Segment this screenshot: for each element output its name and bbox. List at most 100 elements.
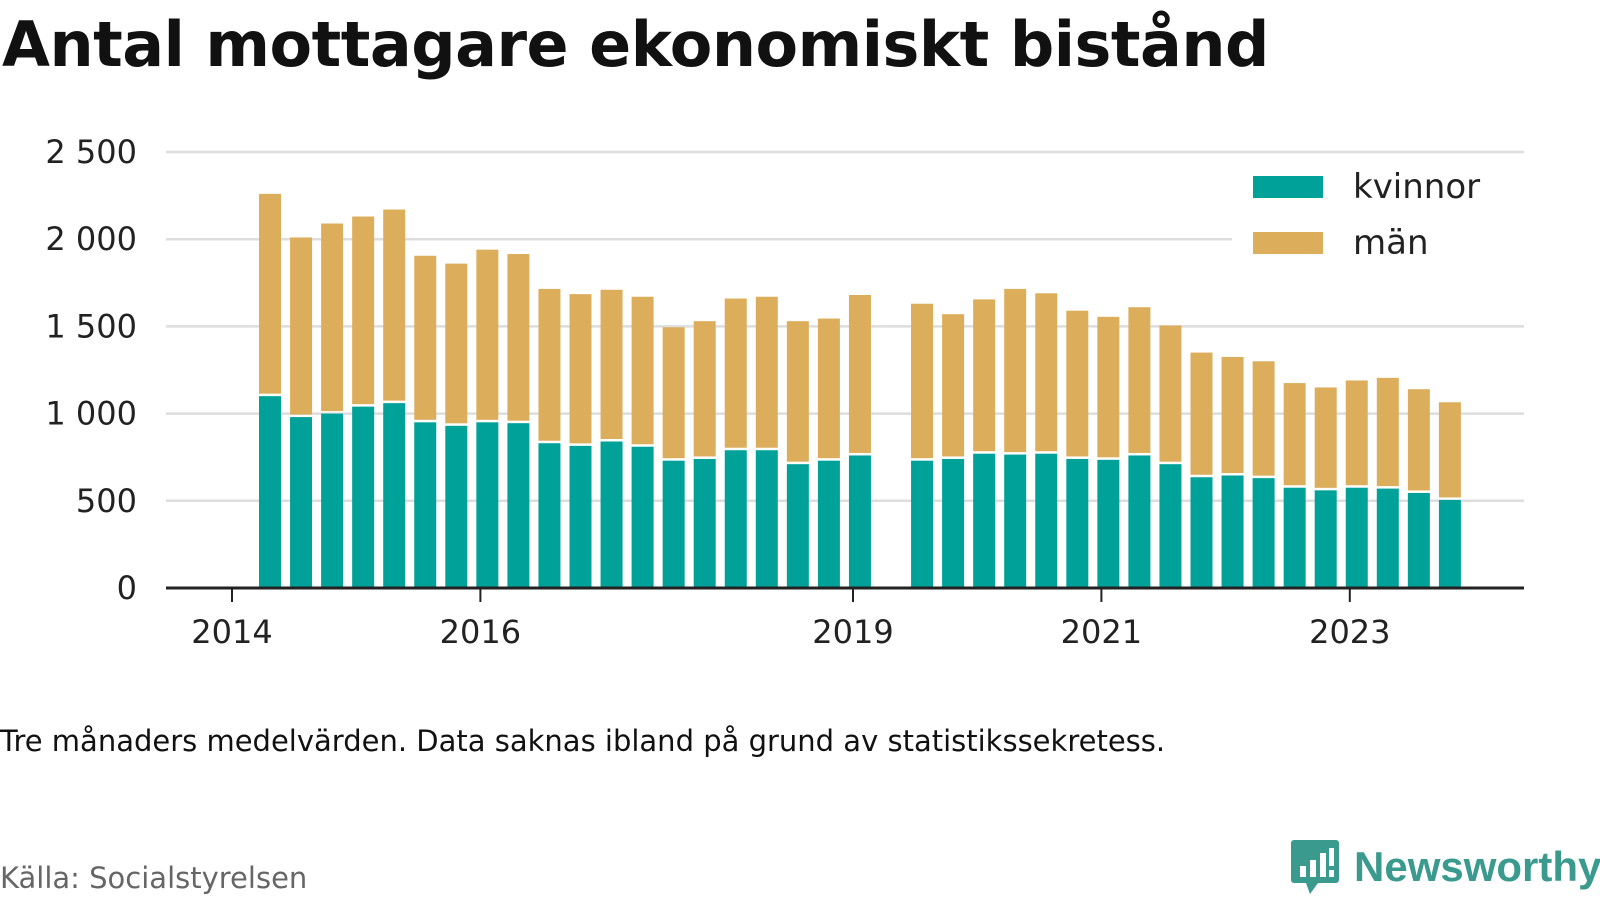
bar-man bbox=[1438, 402, 1461, 498]
legend-swatch bbox=[1253, 232, 1323, 254]
bar-man bbox=[507, 254, 530, 421]
bar-man bbox=[1376, 377, 1399, 487]
bar-man bbox=[1407, 389, 1430, 491]
bar-kvinnor bbox=[1190, 477, 1213, 588]
bar-kvinnor bbox=[290, 417, 313, 588]
bar-man bbox=[1097, 316, 1120, 458]
bar-man bbox=[724, 298, 747, 448]
legend-label: kvinnor bbox=[1353, 167, 1480, 207]
bar-man bbox=[755, 296, 778, 448]
y-tick-label: 2 000 bbox=[45, 220, 137, 258]
bar-man bbox=[1283, 383, 1306, 486]
chart-note: Tre månaders medelvärden. Data saknas ib… bbox=[0, 724, 1166, 758]
legend-swatch bbox=[1253, 176, 1323, 198]
bar-kvinnor bbox=[507, 423, 530, 588]
newsworthy-logo-icon bbox=[1291, 840, 1339, 894]
bar-kvinnor bbox=[662, 460, 685, 588]
y-tick-label: 1 000 bbox=[45, 395, 137, 433]
bar-man bbox=[786, 321, 809, 462]
bar-kvinnor bbox=[445, 425, 468, 588]
legend-background bbox=[1232, 155, 1532, 275]
bar-kvinnor bbox=[1438, 499, 1461, 588]
bar-man bbox=[973, 299, 996, 452]
y-tick-label: 1 500 bbox=[45, 307, 137, 345]
bar-kvinnor bbox=[755, 450, 778, 588]
bar-kvinnor bbox=[1283, 487, 1306, 588]
bar-kvinnor bbox=[383, 403, 406, 588]
bar-man bbox=[290, 237, 313, 415]
bar-kvinnor bbox=[724, 450, 747, 588]
y-axis: 0 500 1 000 1 500 2 000 2 500 bbox=[45, 133, 137, 607]
bar-man bbox=[911, 303, 934, 459]
source-text: Källa: Socialstyrelsen bbox=[0, 861, 308, 895]
bar-kvinnor bbox=[693, 458, 716, 588]
bar-man bbox=[600, 289, 623, 440]
bar-kvinnor bbox=[259, 396, 281, 588]
x-tick-label: 2023 bbox=[1309, 613, 1390, 651]
bar-kvinnor bbox=[476, 422, 499, 588]
bar-kvinnor bbox=[973, 453, 996, 588]
bar-kvinnor bbox=[1252, 478, 1275, 588]
brand[interactable]: Newsworthy bbox=[1290, 838, 1600, 896]
legend-label: män bbox=[1353, 223, 1429, 263]
legend: kvinnor män bbox=[1232, 155, 1532, 275]
bar-kvinnor bbox=[321, 413, 344, 588]
bar-kvinnor bbox=[1035, 453, 1058, 588]
x-tick-label: 2021 bbox=[1061, 613, 1142, 651]
bar-kvinnor bbox=[414, 422, 437, 588]
bar-man bbox=[1252, 361, 1275, 476]
bar-kvinnor bbox=[1159, 464, 1182, 588]
bar-kvinnor bbox=[1097, 459, 1120, 588]
bar-man bbox=[352, 216, 375, 405]
y-tick-label: 500 bbox=[76, 482, 137, 520]
bar-man bbox=[1221, 356, 1244, 474]
bar-man bbox=[631, 296, 654, 445]
bar-man bbox=[476, 249, 499, 420]
bar-man bbox=[693, 321, 716, 457]
bar-man bbox=[1128, 307, 1151, 453]
bar-kvinnor bbox=[1066, 458, 1089, 588]
bar-kvinnor bbox=[600, 441, 623, 588]
bar-kvinnor bbox=[942, 458, 965, 588]
bar-man bbox=[662, 327, 685, 459]
chart-title: Antal mottagare ekonomiskt bistånd bbox=[2, 8, 1269, 81]
bar-kvinnor bbox=[538, 443, 561, 588]
bar-man bbox=[538, 288, 561, 441]
bar-kvinnor bbox=[1004, 454, 1027, 588]
bar-kvinnor bbox=[1407, 492, 1430, 588]
brand-name: Newsworthy bbox=[1354, 843, 1600, 890]
bar-man bbox=[1035, 293, 1058, 452]
bar-kvinnor bbox=[1345, 487, 1368, 588]
bar-man bbox=[445, 263, 468, 424]
bar-kvinnor bbox=[848, 455, 871, 588]
bar-kvinnor bbox=[911, 460, 934, 588]
bar-man bbox=[1066, 310, 1089, 457]
bar-kvinnor bbox=[1314, 490, 1337, 588]
bar-kvinnor bbox=[569, 445, 592, 588]
bar-kvinnor bbox=[817, 460, 840, 588]
bar-kvinnor bbox=[1128, 455, 1151, 588]
y-tick-label: 0 bbox=[117, 569, 137, 607]
bar-kvinnor bbox=[1376, 488, 1399, 588]
bar-man bbox=[942, 314, 965, 457]
bar-man bbox=[817, 318, 840, 459]
bar-kvinnor bbox=[1221, 475, 1244, 588]
bar-kvinnor bbox=[352, 406, 375, 588]
bar-man bbox=[259, 193, 281, 394]
x-tick-label: 2016 bbox=[440, 613, 521, 651]
x-tick-label: 2019 bbox=[812, 613, 893, 651]
bar-kvinnor bbox=[631, 446, 654, 588]
bar-man bbox=[383, 209, 406, 401]
bar-man bbox=[1314, 387, 1337, 488]
bar-kvinnor bbox=[786, 464, 809, 588]
bars bbox=[259, 193, 1461, 588]
bar-man bbox=[414, 255, 437, 420]
bar-man bbox=[848, 295, 871, 453]
bar-man bbox=[321, 223, 344, 412]
bar-man bbox=[569, 294, 592, 444]
x-axis: 2014 2016 2019 2021 2023 bbox=[166, 586, 1524, 651]
chart: 0 500 1 000 1 500 2 000 2 500 2014 2016 2019 202… bbox=[45, 133, 1532, 651]
bar-man bbox=[1190, 352, 1213, 475]
bar-man bbox=[1345, 380, 1368, 486]
y-tick-label: 2 500 bbox=[45, 133, 137, 171]
